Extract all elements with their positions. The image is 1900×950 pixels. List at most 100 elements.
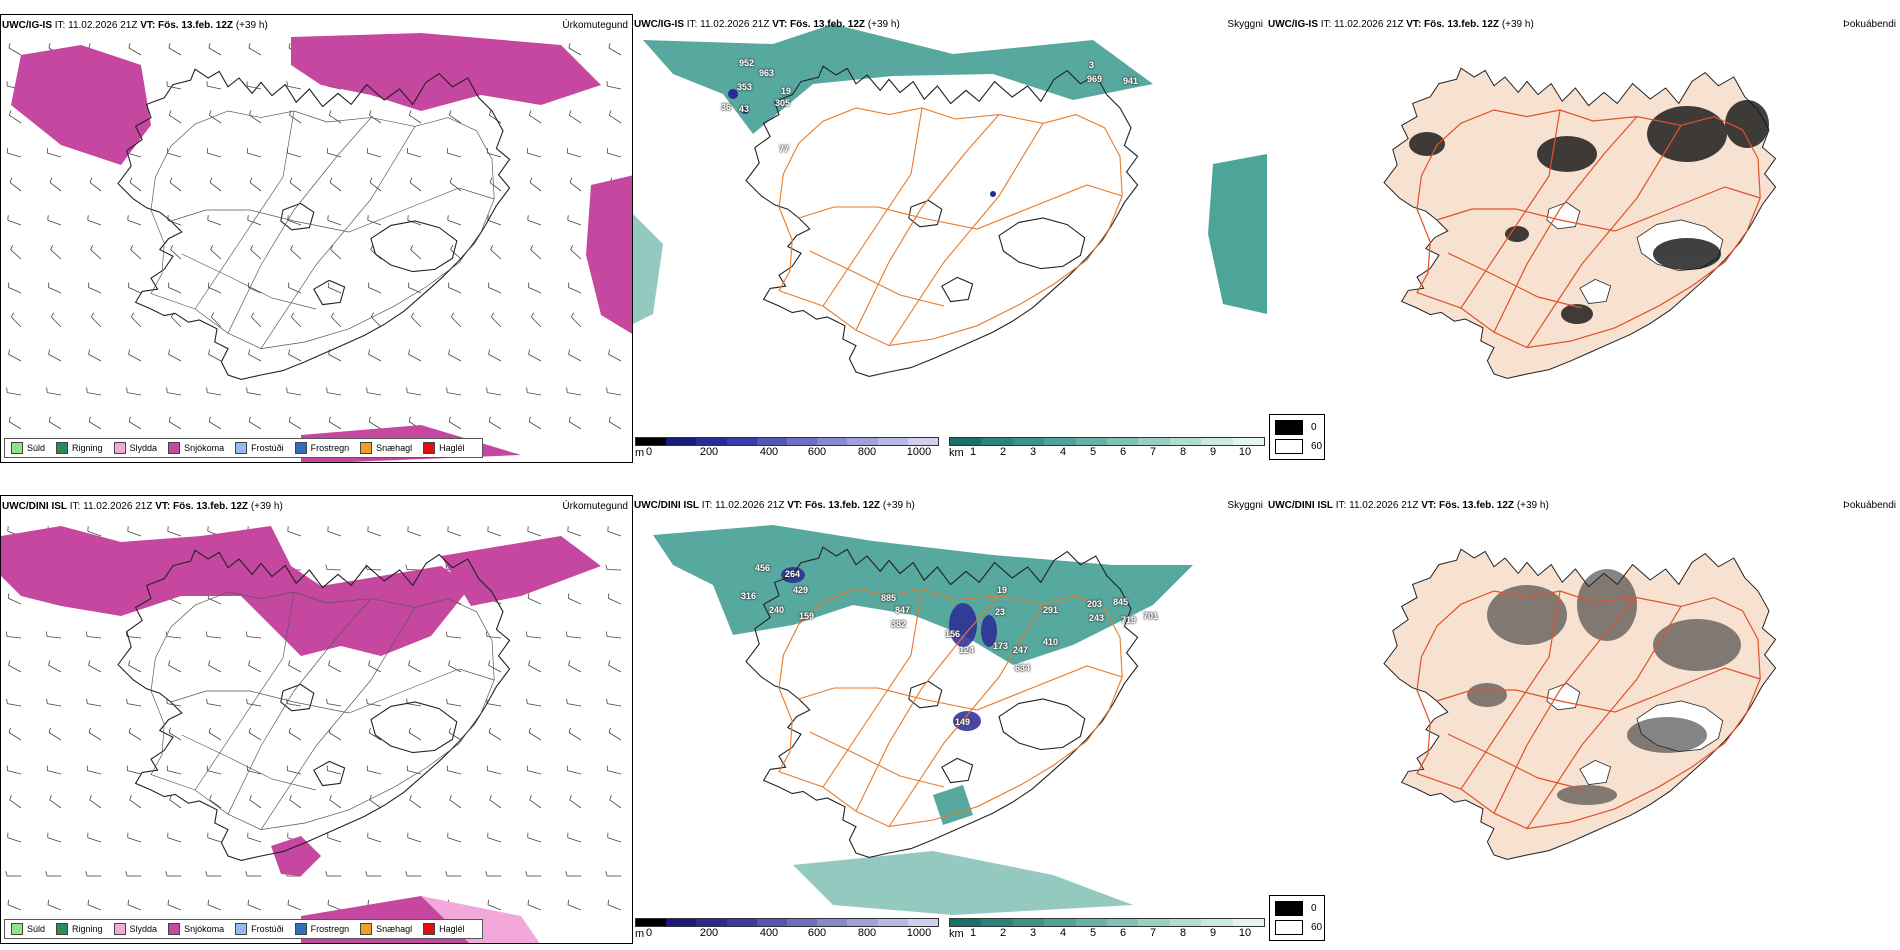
colorbar-swatch [636, 919, 666, 926]
colorbar-swatches [949, 437, 1265, 446]
wind-barb-flag [331, 313, 334, 317]
visibility-panel-top: 952 963 353 19 305 36 43 3 969 941 77 UW… [633, 14, 1267, 463]
wind-barb [567, 393, 581, 395]
colorbar-swatch [636, 438, 666, 445]
wind-barb [90, 182, 101, 191]
wind-barb [249, 354, 261, 361]
wind-barb-flag [447, 699, 448, 704]
wind-barb [328, 287, 341, 293]
wind-barb [488, 838, 501, 842]
wind-barb [410, 800, 421, 808]
wind-barb-flag [9, 728, 10, 733]
colorbar-swatch [1044, 919, 1075, 926]
wind-barb-flag [369, 110, 371, 115]
wind-barb [48, 153, 62, 157]
tick-label: 600 [808, 927, 826, 939]
tick-label: 8 [1180, 927, 1186, 939]
wind-barb [608, 598, 621, 604]
wind-barb-flag [289, 417, 290, 422]
wind-barb [568, 838, 581, 842]
visibility-map-top [633, 14, 1267, 444]
wind-barb-flag [449, 110, 451, 115]
wind-barb [208, 153, 222, 157]
tick-label: 3 [1030, 446, 1036, 458]
wind-barb [329, 665, 341, 672]
snow-area [586, 175, 633, 335]
wind-barb [127, 637, 141, 639]
wind-barb-flag [46, 632, 47, 637]
wind-barb [568, 220, 581, 225]
colorbar-swatch [817, 438, 847, 445]
wind-barb [88, 838, 101, 842]
wind-barb-flag [247, 699, 248, 704]
wind-barb-flag [410, 795, 412, 800]
wind-barb-flag [249, 110, 251, 115]
wind-barb [487, 771, 501, 774]
wind-barb [407, 704, 421, 706]
wind-barb-flag [167, 388, 168, 393]
wind-barb [368, 287, 381, 293]
fog-legend-row: 0 [1275, 901, 1317, 916]
wind-barb [129, 733, 141, 740]
wind-barb [327, 393, 341, 395]
cloud-base-label: 941 [1123, 76, 1138, 86]
wind-barb-flag [211, 245, 213, 249]
wind-barb [167, 393, 181, 395]
wind-barb [47, 704, 61, 706]
wind-barb [569, 665, 581, 672]
wind-barb [208, 287, 221, 293]
wind-barb [569, 115, 581, 123]
colorbar-swatch [878, 438, 908, 445]
wind-barb-flag [209, 43, 210, 48]
tick-label: 10 [1239, 927, 1251, 939]
cloud-base-label: 952 [739, 58, 754, 68]
wind-barb [169, 354, 181, 361]
tick-label: 7 [1150, 446, 1156, 458]
wind-barb [211, 250, 221, 259]
wind-barb [87, 637, 101, 639]
wind-barb [207, 637, 221, 639]
wind-barb-flag [529, 417, 530, 422]
wind-barb [169, 665, 181, 672]
wind-barb [248, 153, 262, 157]
wind-barb-flag [569, 350, 570, 355]
colorbar-swatch [981, 438, 1012, 445]
wind-barb-flag [446, 632, 447, 637]
wind-barb [128, 838, 141, 842]
wind-barb-flag [450, 178, 452, 183]
wind-barb-flag [289, 661, 290, 666]
cloud-base-label: 3 [1089, 60, 1094, 70]
cloud-base-label: 243 [1089, 613, 1104, 623]
panel-title: UWC/DINI ISL IT: 11.02.2026 21Z VT: Fös.… [1268, 500, 1549, 511]
wind-barb-flag [530, 178, 532, 183]
legend-item: Súld [11, 923, 45, 935]
wind-barb [609, 115, 621, 123]
tick-label: 200 [700, 927, 718, 939]
wind-barb [130, 800, 141, 808]
wind-barb-flag [210, 178, 212, 183]
wind-barb [288, 531, 301, 536]
wind-barb-flag [207, 699, 208, 704]
wind-barb [7, 637, 21, 639]
wind-barb [208, 905, 221, 910]
wind-barb [328, 531, 341, 536]
wind-barb [408, 838, 421, 842]
wind-barb [209, 665, 221, 672]
wind-barb-flag [487, 388, 488, 393]
wind-barb [409, 115, 421, 123]
wind-barb [250, 800, 261, 808]
wind-barb-flag [10, 178, 12, 183]
wind-barb [568, 905, 581, 910]
wind-barb [168, 838, 181, 842]
wind-barb-flag [330, 178, 332, 183]
wind-barb [88, 287, 101, 293]
tick-label: 6 [1120, 927, 1126, 939]
wind-barb-flag [409, 728, 410, 733]
wind-barb [131, 250, 141, 259]
wind-barb-flag [486, 871, 487, 876]
wind-barb-flag [209, 417, 210, 422]
wind-barb [409, 354, 421, 361]
wind-barb [489, 422, 501, 429]
wind-barb-flag [11, 245, 13, 249]
wind-barb-flag [168, 282, 169, 287]
